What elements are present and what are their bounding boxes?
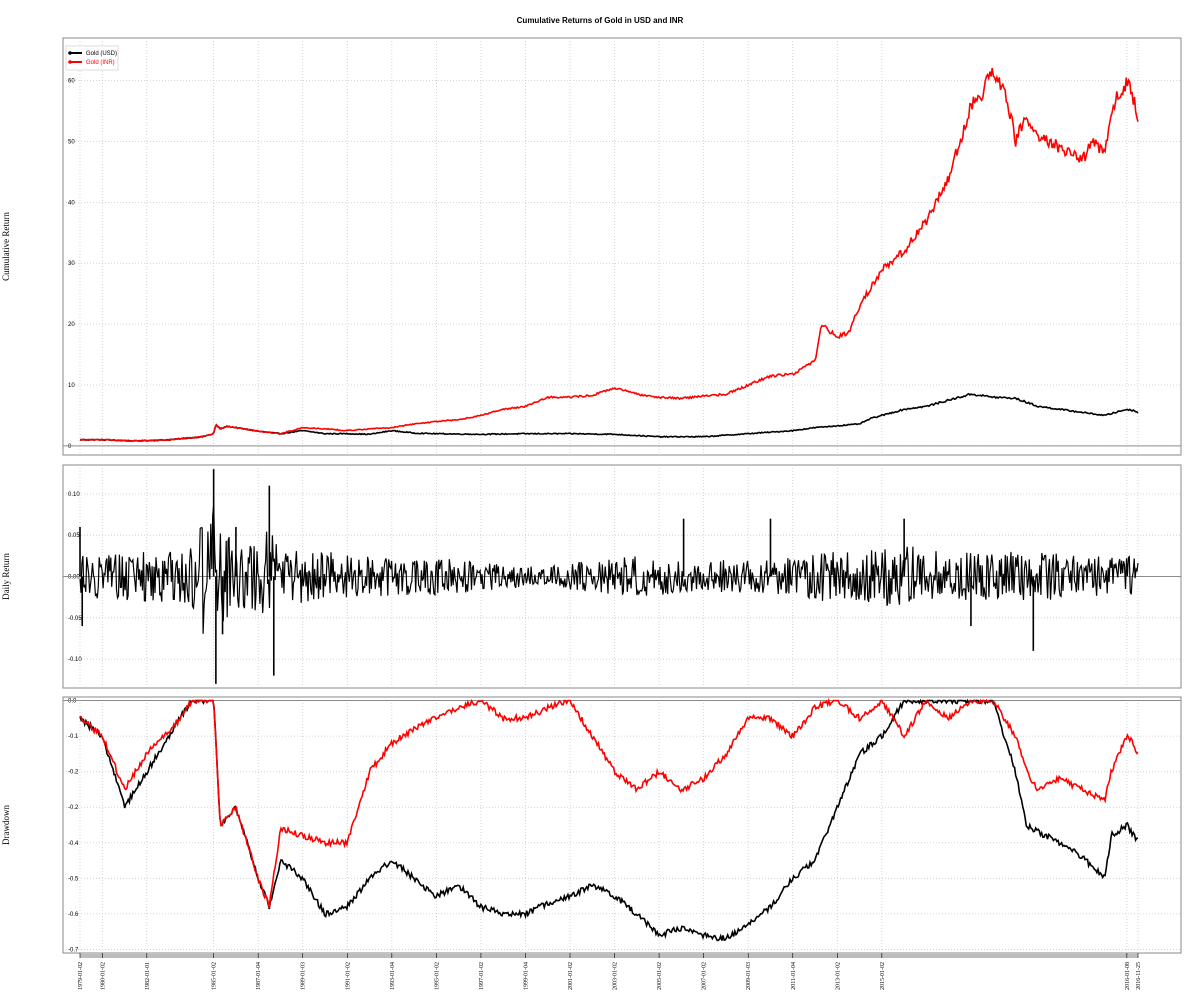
- y-tick-label: 0: [68, 444, 72, 450]
- x-tick-label: 1987-01-04: [256, 962, 262, 990]
- y-tick-label: 30: [68, 261, 75, 267]
- y-tick-label: 0.05: [68, 533, 80, 539]
- y-tick-label: 20: [68, 322, 75, 328]
- y-tick-label: 60: [68, 79, 75, 85]
- y-tick-label: 0.0: [68, 699, 77, 705]
- y-tick-label: -0.7: [68, 947, 79, 953]
- series-line-gold-inr: [79, 67, 1139, 443]
- legend-marker: [68, 60, 72, 64]
- y-tick-label: -0.2: [68, 770, 79, 776]
- y-tick-label: 0.00: [68, 575, 80, 581]
- x-tick-label: 2003-01-02: [613, 962, 619, 990]
- x-tick-label: 2001-01-02: [568, 962, 574, 990]
- y-tick-label: -0.4: [68, 841, 79, 847]
- legend-label: Gold (USD): [86, 51, 117, 57]
- plot-layer: 0 10 20 30 40 50 60 Cumulative Return Gold (USD)…: [1, 37, 1182, 990]
- x-tick-label: 2016-11-25: [1136, 962, 1142, 990]
- x-tick-label: 1999-01-04: [523, 962, 529, 990]
- x-tick-label: 1982-01-01: [145, 962, 151, 990]
- x-tick-label: 1989-01-03: [301, 962, 307, 990]
- x-tick-label: 2011-01-04: [791, 962, 797, 990]
- y-axis-label: Daily Return: [1, 553, 11, 600]
- x-tick-label: 2009-01-03: [746, 962, 752, 990]
- x-tick-label: 1991-01-02: [345, 962, 351, 990]
- x-tick-label: 2016-01-08: [1125, 962, 1131, 990]
- y-tick-label: -0.2: [68, 805, 79, 811]
- x-tick-label: 1997-01-02: [479, 962, 485, 990]
- panel-cumulative: 0 10 20 30 40 50 60 Cumulative Return Gold (USD)…: [1, 37, 1182, 456]
- x-tick-label: 2013-01-02: [835, 962, 841, 990]
- x-tick-label: 1993-01-04: [390, 962, 396, 990]
- legend-marker: [68, 51, 72, 55]
- chart-title: Cumulative Returns of Gold in USD and IN…: [517, 16, 684, 25]
- legend-label: Gold (INR): [86, 60, 115, 66]
- panel-border: [62, 37, 1182, 456]
- y-tick-label: 50: [68, 139, 75, 145]
- y-axis-label: Drawdown: [1, 805, 11, 845]
- x-tick-label: 2005-01-02: [657, 962, 663, 990]
- x-tick-label: 1995-01-02: [434, 962, 440, 990]
- x-tick-label: 1980-01-02: [100, 962, 106, 990]
- y-tick-label: -0.1: [68, 734, 79, 740]
- y-tick-label: -0.05: [68, 616, 82, 622]
- x-tick-label: 1985-01-02: [212, 962, 218, 990]
- legend: Gold (USD) Gold (INR): [65, 45, 119, 71]
- panel-border: [62, 696, 1182, 954]
- y-tick-label: 10: [68, 383, 75, 389]
- x-axis-band: [80, 954, 1138, 958]
- x-tick-label: 2007-01-02: [702, 962, 708, 990]
- y-tick-label: -0.10: [68, 657, 82, 663]
- panel-drawdown: 0.0 -0.1 -0.2 -0.2 -0.4 -0.5 -0.6 -0.7 Drawdown: [1, 696, 1182, 954]
- series-line-gold-inr: [79, 697, 1139, 909]
- panel-daily: -0.10 -0.05 0.00 0.05 0.10 Daily Return: [1, 464, 1182, 689]
- x-tick-label: 2015-01-02: [880, 962, 886, 990]
- y-tick-label: 40: [68, 200, 75, 206]
- y-axis-label: Cumulative Return: [1, 212, 11, 281]
- y-tick-label: -0.6: [68, 912, 79, 918]
- y-tick-label: -0.5: [68, 876, 79, 882]
- daily-return-line: [79, 503, 1139, 634]
- y-tick-label: 0.10: [68, 492, 80, 498]
- legend-box: [65, 45, 119, 71]
- x-tick-label: 1979-01-02: [78, 962, 84, 990]
